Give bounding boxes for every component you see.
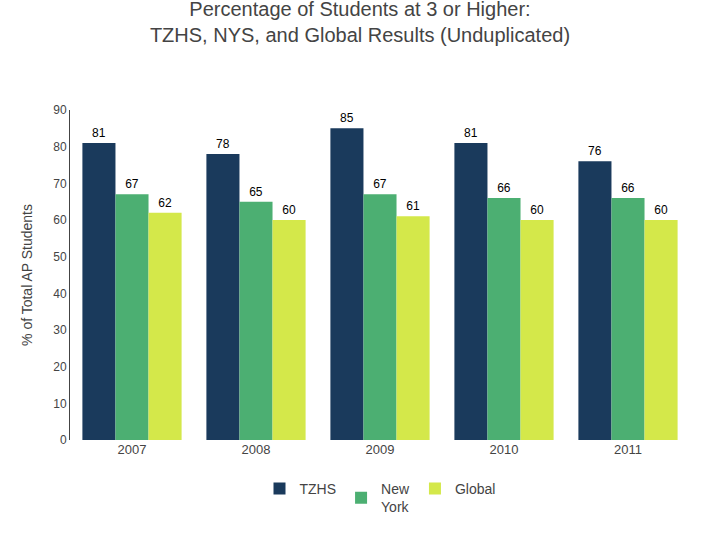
svg-text:2010: 2010 bbox=[490, 442, 519, 457]
svg-text:61: 61 bbox=[406, 199, 420, 213]
svg-text:2011: 2011 bbox=[614, 442, 642, 457]
svg-text:30: 30 bbox=[53, 323, 67, 337]
svg-text:50: 50 bbox=[53, 250, 67, 264]
svg-text:60: 60 bbox=[53, 213, 67, 227]
svg-text:20: 20 bbox=[53, 360, 67, 374]
svg-text:76: 76 bbox=[588, 144, 602, 158]
svg-text:60: 60 bbox=[530, 203, 544, 217]
svg-text:40: 40 bbox=[53, 287, 67, 301]
svg-text:0: 0 bbox=[60, 433, 67, 447]
svg-text:62: 62 bbox=[158, 196, 172, 210]
svg-text:2007: 2007 bbox=[118, 442, 147, 457]
svg-text:Percentage of Students at 3 or: Percentage of Students at 3 or Higher:TZ… bbox=[150, 0, 570, 46]
svg-text:65: 65 bbox=[249, 185, 263, 199]
svg-text:81: 81 bbox=[464, 126, 478, 140]
svg-text:TZHS: TZHS bbox=[300, 481, 337, 497]
svg-text:85: 85 bbox=[340, 111, 354, 125]
svg-text:2008: 2008 bbox=[242, 442, 271, 457]
svg-text:67: 67 bbox=[373, 177, 387, 191]
svg-text:67: 67 bbox=[125, 177, 139, 191]
svg-text:2009: 2009 bbox=[366, 442, 395, 457]
svg-text:Global: Global bbox=[455, 481, 495, 497]
svg-text:81: 81 bbox=[92, 126, 106, 140]
svg-text:NewYork: NewYork bbox=[381, 481, 410, 515]
svg-text:% of Total AP Students: % of Total AP Students bbox=[19, 204, 35, 346]
svg-text:10: 10 bbox=[53, 397, 67, 411]
svg-text:60: 60 bbox=[282, 203, 296, 217]
svg-text:60: 60 bbox=[654, 203, 668, 217]
svg-text:78: 78 bbox=[216, 137, 230, 151]
svg-text:70: 70 bbox=[53, 177, 67, 191]
svg-text:66: 66 bbox=[497, 181, 511, 195]
svg-text:90: 90 bbox=[53, 103, 67, 117]
svg-text:80: 80 bbox=[53, 140, 67, 154]
svg-text:66: 66 bbox=[621, 181, 635, 195]
